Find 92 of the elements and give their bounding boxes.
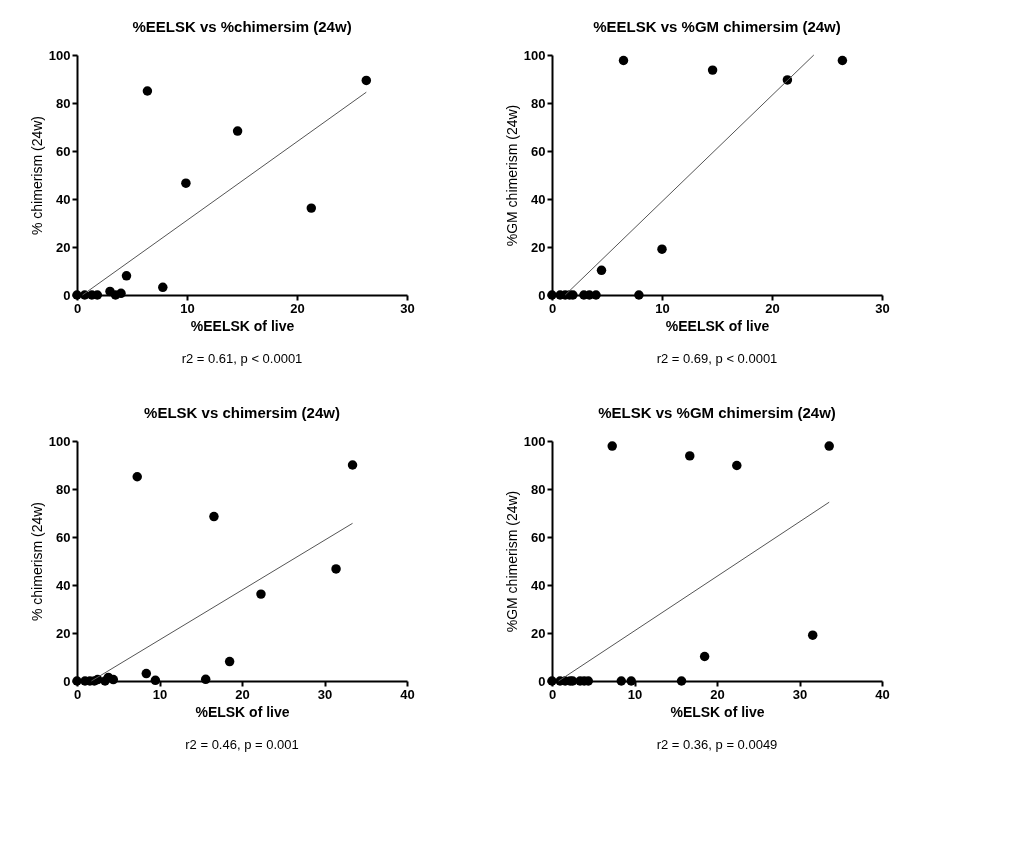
point (699, 651, 710, 662)
point (657, 244, 667, 254)
x-tick-label: 10 (655, 300, 670, 316)
point (121, 271, 132, 281)
x-tick-label: 30 (792, 686, 808, 702)
y-tick-label: 0 (63, 287, 71, 303)
text: r2 = 0.61, p < 0.0001 (181, 351, 303, 366)
chart-title: %ELSK vs chimersim (24w) (144, 404, 340, 421)
point (591, 290, 601, 300)
point (618, 55, 629, 66)
point (181, 178, 191, 188)
point (685, 451, 695, 461)
y-tick-label: 80 (531, 95, 546, 111)
y-axis-title: % chimerism (24w) (28, 501, 45, 622)
point (256, 589, 266, 599)
point (232, 126, 243, 136)
y-axis-title: %GM chimerism (24w) (503, 104, 520, 247)
point (626, 676, 636, 686)
point (837, 55, 848, 66)
y-tick-label: 40 (56, 577, 71, 593)
x-tick-label: 30 (400, 300, 415, 316)
point (361, 75, 372, 86)
y-tick-label: 40 (531, 577, 546, 593)
x-tick-label: 40 (400, 686, 415, 702)
x-tick-label: 30 (875, 300, 890, 316)
x-tick-label: 10 (180, 300, 195, 316)
text: r2 = 0.36, p = 0.0049 (656, 737, 778, 752)
y-tick-label: 20 (531, 239, 546, 255)
x-tick-label: 20 (710, 686, 725, 702)
y-tick-label: 100 (48, 47, 71, 63)
x-tick-label: 40 (875, 686, 890, 702)
y-tick-label: 60 (56, 143, 71, 159)
y-tick-label: 0 (538, 287, 546, 303)
chart-title: %EELSK vs %GM chimersim (24w) (593, 18, 841, 35)
point (132, 472, 142, 482)
chart-title: %ELSK vs %GM chimersim (24w) (598, 404, 836, 421)
text: r2 = 0.46, p = 0.001 (185, 737, 299, 752)
y-tick-label: 60 (531, 529, 546, 545)
x-tick-label: 20 (235, 686, 250, 702)
y-tick-label: 80 (56, 481, 71, 497)
y-tick-label: 20 (56, 625, 71, 641)
x-tick-label: 20 (290, 300, 305, 316)
y-tick-label: 60 (531, 143, 546, 159)
y-tick-label: 60 (56, 529, 71, 545)
point (142, 86, 153, 96)
point (807, 630, 818, 640)
point (141, 668, 152, 679)
point (158, 282, 168, 293)
x-tick-label: 0 (73, 686, 82, 702)
point (331, 564, 341, 574)
point (347, 460, 358, 470)
x-axis-title: %EELSK of live (665, 317, 770, 334)
y-tick-label: 80 (531, 481, 546, 497)
point (607, 441, 617, 451)
y-tick-label: 100 (48, 433, 71, 449)
point (707, 65, 718, 75)
text: r2 = 0.69, p < 0.0001 (656, 351, 778, 366)
point (306, 203, 317, 213)
y-tick-label: 0 (538, 673, 546, 689)
point (824, 441, 834, 451)
y-tick-label: 0 (63, 673, 71, 689)
y-axis-title: %GM chimerism (24w) (503, 490, 520, 633)
y-tick-label: 40 (56, 191, 71, 207)
x-tick-label: 10 (627, 686, 643, 702)
point (150, 675, 161, 686)
point (108, 674, 119, 685)
y-tick-label: 80 (56, 95, 71, 111)
point (116, 288, 126, 299)
x-axis-title: %EELSK of live (190, 317, 295, 334)
x-tick-label: 20 (765, 300, 780, 316)
y-tick-label: 100 (523, 47, 546, 63)
point (732, 460, 742, 471)
point (616, 676, 627, 686)
x-tick-label: 0 (548, 300, 557, 316)
point (676, 676, 687, 686)
chart-title: %EELSK vs %chimersim (24w) (132, 18, 352, 35)
x-tick-label: 0 (548, 686, 557, 702)
x-tick-label: 10 (152, 686, 168, 702)
point (209, 511, 219, 522)
x-axis-title: %ELSK of live (670, 703, 765, 720)
y-tick-label: 40 (531, 191, 546, 207)
x-axis-title: %ELSK of live (195, 703, 290, 720)
x-tick-label: 30 (317, 686, 333, 702)
y-axis-title: % chimerism (24w) (28, 115, 45, 236)
x-tick-label: 0 (73, 300, 82, 316)
y-tick-label: 20 (56, 239, 71, 255)
y-tick-label: 100 (523, 433, 546, 449)
y-tick-label: 20 (531, 625, 546, 641)
point (200, 674, 211, 685)
point (634, 290, 644, 300)
point (224, 656, 235, 667)
point (596, 265, 607, 276)
